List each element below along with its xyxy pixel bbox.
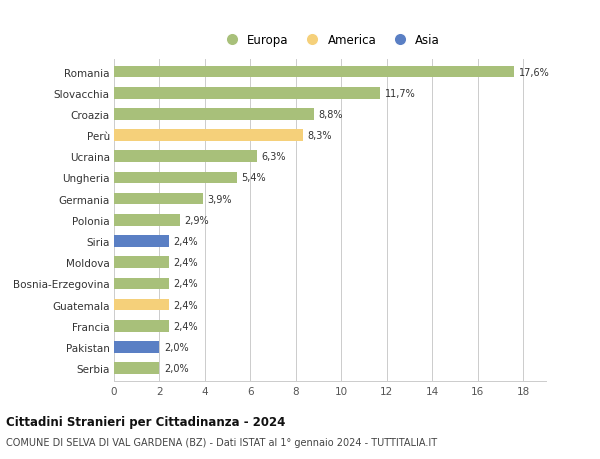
Text: 8,3%: 8,3% [307,131,332,141]
Bar [114,151,257,163]
Bar [114,320,169,332]
Bar [114,299,169,311]
Bar [114,172,237,184]
Text: 8,8%: 8,8% [319,110,343,120]
Text: 2,0%: 2,0% [164,342,188,352]
Text: 6,3%: 6,3% [262,152,286,162]
Bar [114,88,380,99]
Bar [114,257,169,269]
Text: 2,4%: 2,4% [173,236,198,246]
Bar [114,67,514,78]
Text: 2,4%: 2,4% [173,257,198,268]
Bar [114,278,169,290]
Text: 3,9%: 3,9% [207,194,232,204]
Text: 2,4%: 2,4% [173,300,198,310]
Bar [114,235,169,247]
Text: 2,4%: 2,4% [173,321,198,331]
Bar [114,130,303,141]
Text: COMUNE DI SELVA DI VAL GARDENA (BZ) - Dati ISTAT al 1° gennaio 2024 - TUTTITALIA: COMUNE DI SELVA DI VAL GARDENA (BZ) - Da… [6,437,437,447]
Bar [114,363,160,374]
Text: Cittadini Stranieri per Cittadinanza - 2024: Cittadini Stranieri per Cittadinanza - 2… [6,415,286,428]
Text: 2,4%: 2,4% [173,279,198,289]
Text: 17,6%: 17,6% [519,67,550,78]
Bar [114,214,180,226]
Bar [114,109,314,120]
Text: 2,9%: 2,9% [184,215,209,225]
Legend: Europa, America, Asia: Europa, America, Asia [220,34,440,47]
Text: 2,0%: 2,0% [164,363,188,373]
Text: 11,7%: 11,7% [385,89,415,99]
Text: 5,4%: 5,4% [241,173,266,183]
Bar [114,341,160,353]
Bar [114,193,203,205]
